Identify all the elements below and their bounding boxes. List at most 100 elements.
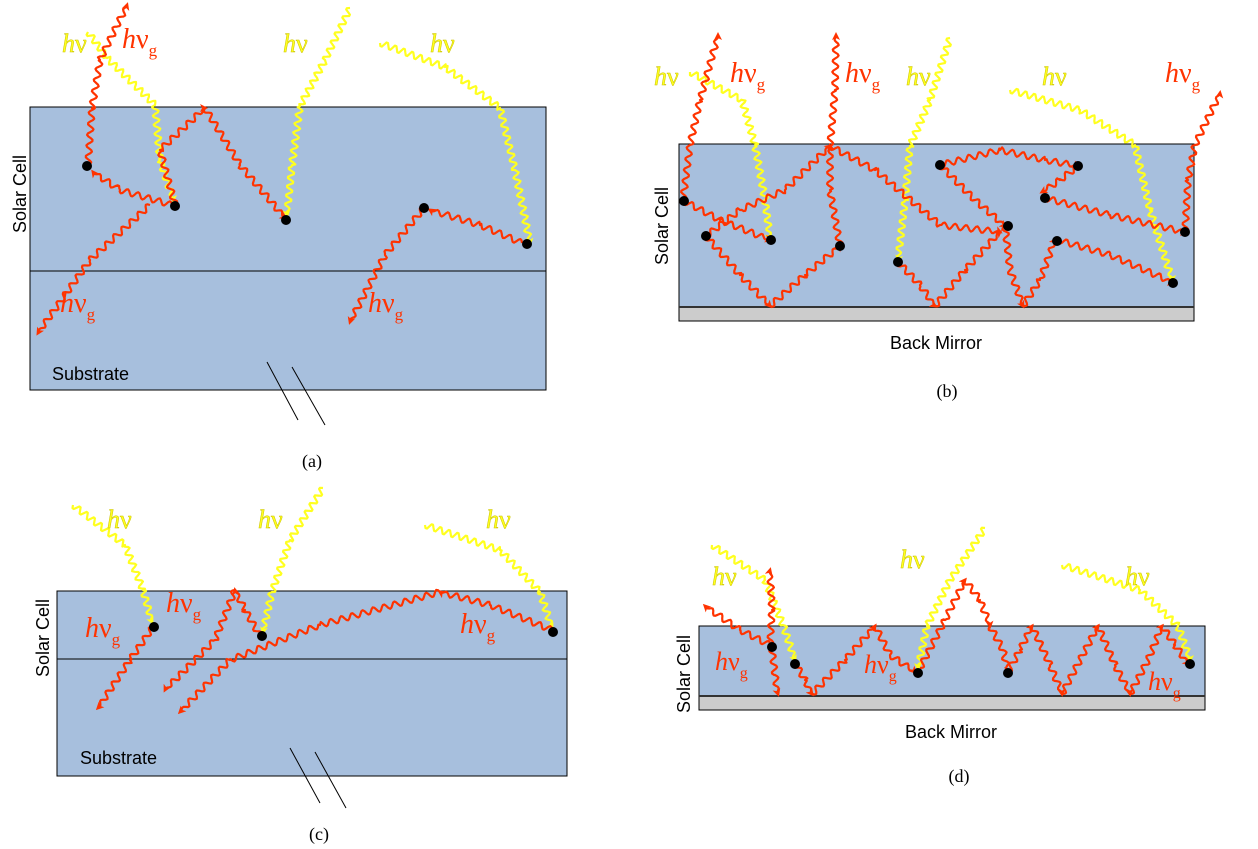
- emitted-photon: [702, 603, 772, 646]
- emitted-photon: [1043, 196, 1188, 236]
- emitted-photon: [919, 577, 967, 670]
- electron-hole-dot-icon: [767, 642, 777, 652]
- electron-hole-dot-icon: [1185, 659, 1195, 669]
- incident-photon: [423, 523, 554, 631]
- substrate-layer: [56, 658, 568, 777]
- carriers-b: [679, 160, 1190, 288]
- incident-photon-label: hν: [62, 29, 88, 59]
- incident-photon-label: hν: [1042, 62, 1068, 92]
- emitted-photon: [680, 32, 722, 201]
- emitted-photon: [232, 587, 263, 637]
- emitted-photon: [987, 625, 1012, 675]
- emitted-photon: [769, 243, 842, 308]
- electron-hole-dot-icon: [149, 622, 159, 632]
- incident-photon: [1060, 563, 1194, 663]
- electron-hole-dot-icon: [170, 201, 180, 211]
- electron-hole-dot-icon: [281, 215, 291, 225]
- emitted-photon: [934, 230, 1003, 308]
- emitted-photon: [792, 662, 814, 697]
- photon-labels-d: hν hν hν hνg hνg hνg: [712, 545, 1181, 702]
- emitted-photon: [177, 588, 441, 715]
- electron-hole-dot-icon: [1052, 236, 1062, 246]
- svg-text:hν: hν: [654, 62, 679, 91]
- emitted-photon: [1001, 225, 1025, 309]
- back-mirror-layer: [698, 695, 1206, 711]
- emitted-photon: [963, 579, 994, 629]
- panel-caption: (d): [949, 766, 970, 787]
- incident-photon: [85, 31, 177, 203]
- emitted-photon-label: hνg: [864, 650, 897, 685]
- electron-hole-dot-icon: [522, 239, 532, 249]
- svg-text:hν: hν: [1125, 562, 1150, 591]
- carriers-c: [149, 622, 558, 641]
- incident-photon: [378, 41, 534, 246]
- panel-c: Solar Cell Substrate (c) hν hν hν hνg: [33, 486, 568, 845]
- break-marks-icon: [289, 747, 347, 809]
- substrate-label: Substrate: [80, 748, 157, 768]
- emitted-photon: [768, 647, 781, 697]
- incident-photon: [71, 504, 154, 625]
- electron-hole-dot-icon: [419, 203, 429, 213]
- electron-hole-dot-icon: [893, 257, 903, 267]
- substrate-label: Substrate: [52, 364, 129, 384]
- electron-hole-dot-icon: [913, 668, 923, 678]
- incident-photon-label: hν: [258, 505, 284, 535]
- electron-hole-dot-icon: [766, 235, 776, 245]
- svg-text:hνg: hνg: [1148, 667, 1181, 702]
- incident-photon-label: hν: [283, 29, 309, 59]
- svg-text:hνg: hνg: [166, 588, 202, 624]
- emitted-photon: [1181, 90, 1224, 233]
- incident-photon: [914, 526, 986, 671]
- svg-text:hν: hν: [1042, 62, 1067, 91]
- emitted-photon: [1129, 623, 1164, 696]
- emitted-photon: [764, 567, 776, 646]
- electron-hole-dot-icon: [1073, 161, 1083, 171]
- emitted-photon: [1039, 164, 1079, 194]
- svg-text:hνg: hνg: [845, 58, 881, 94]
- photon-paths-c: [71, 486, 554, 715]
- emitted-photon: [1159, 625, 1191, 667]
- electron-hole-dot-icon: [1040, 193, 1050, 203]
- emitted-photon: [347, 206, 425, 325]
- svg-text:hνg: hνg: [730, 58, 766, 94]
- emitted-photon-label: hνg: [1165, 58, 1201, 94]
- emitted-photon: [36, 203, 151, 336]
- svg-text:hνg: hνg: [864, 650, 897, 685]
- emitted-photon: [825, 143, 844, 247]
- incident-photon: [1008, 87, 1176, 283]
- break-marks-icon: [266, 361, 326, 426]
- svg-text:hνg: hνg: [1165, 58, 1201, 94]
- electron-hole-dot-icon: [82, 161, 92, 171]
- emitted-photon-label: hνg: [845, 58, 881, 94]
- panel-d: Solar Cell Back Mirror (d): [674, 526, 1206, 787]
- incident-photon-label: hν: [654, 62, 680, 92]
- svg-text:hνg: hνg: [85, 613, 121, 649]
- incident-photon-label: hν: [712, 562, 738, 592]
- electron-hole-dot-icon: [1180, 227, 1190, 237]
- emitted-photon-label: hνg: [122, 24, 158, 60]
- svg-text:hν: hν: [107, 505, 132, 534]
- incident-photon-label: hν: [486, 505, 512, 535]
- incident-photon-label: hν: [1125, 562, 1151, 592]
- solar-cell-layer: [698, 625, 1206, 697]
- electron-hole-dot-icon: [257, 631, 267, 641]
- emitted-photon: [682, 200, 773, 243]
- emitted-photon: [704, 235, 772, 309]
- electron-hole-dot-icon: [935, 160, 945, 170]
- electron-hole-dot-icon: [790, 659, 800, 669]
- svg-text:hν: hν: [486, 505, 511, 534]
- electron-hole-dot-icon: [835, 241, 845, 251]
- incident-photon: [688, 71, 773, 241]
- emitted-photon-label: hνg: [85, 613, 121, 649]
- electron-hole-dot-icon: [1003, 668, 1013, 678]
- svg-text:hνg: hνg: [60, 288, 96, 324]
- emitted-photon: [872, 625, 918, 675]
- electron-hole-dot-icon: [701, 231, 711, 241]
- carriers-a: [82, 161, 532, 249]
- svg-text:hν: hν: [712, 562, 737, 591]
- svg-text:hν: hν: [900, 545, 925, 574]
- emitted-photon: [1007, 623, 1034, 674]
- emitted-photon-label: hνg: [460, 609, 496, 645]
- electron-hole-dot-icon: [548, 627, 558, 637]
